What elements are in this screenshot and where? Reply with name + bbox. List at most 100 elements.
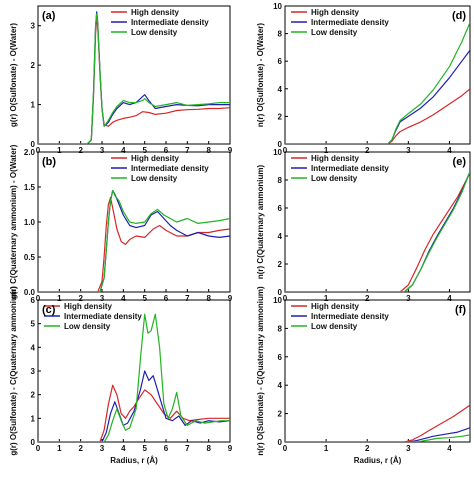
x-tick-label-a: 7: [185, 146, 190, 155]
legend-label-low-a: Low density: [131, 28, 178, 37]
y-tick-label-e: 4: [278, 232, 283, 241]
panel-d: 0 1 2 3 4 0 2 4 6 8 10 n(r) O(Sulfonate) - O(Water)…: [256, 2, 471, 155]
x-tick-label-c: 0: [36, 444, 41, 453]
legend-label-low-c: Low density: [64, 322, 111, 331]
x-tick-label-d: 1: [324, 146, 329, 155]
panel-label-e: (e): [453, 156, 467, 168]
y-tick-label-a: 1: [31, 101, 36, 110]
y-axis-label-d: n(r) O(Sulfonate) - O(Water): [256, 23, 265, 127]
y-tick-label-f: 10: [273, 296, 282, 305]
series-line-low-e: [285, 171, 470, 292]
y-tick-label-e: 8: [278, 176, 283, 185]
y-tick-label-f: 8: [278, 324, 283, 333]
plot-frame-a: [37, 5, 231, 145]
panel-label-c: (c): [42, 304, 56, 316]
y-tick-label-b: 1.0: [24, 218, 36, 227]
x-axis-label-f: Radius, r (Å): [354, 456, 402, 465]
y-tick-label-b: 0.0: [24, 288, 36, 297]
y-tick-label-c: 3: [31, 367, 36, 376]
legend-label-low-d: Low density: [311, 28, 358, 37]
y-tick-label-c: 0: [31, 438, 36, 447]
legend-label-intermediate-a: Intermediate density: [131, 18, 209, 27]
y-tick-label-d: 0: [278, 140, 283, 149]
legend-label-low-b: Low density: [131, 174, 178, 183]
series-line-low-d: [285, 22, 470, 144]
x-tick-label-b: 1: [57, 294, 62, 303]
legend-label-high-c: High density: [64, 302, 113, 311]
y-tick-label-e: 2: [278, 260, 283, 269]
y-tick-label-e: 10: [273, 148, 282, 157]
x-tick-label-a: 5: [142, 146, 147, 155]
legend-label-intermediate-d: Intermediate density: [311, 18, 389, 27]
legend-label-intermediate-b: Intermediate density: [131, 164, 209, 173]
y-axis-label-a: g(r) O(Sulfonate) - O(Water): [9, 23, 18, 127]
y-tick-label-b: 1.5: [24, 183, 36, 192]
legend-label-low-e: Low density: [311, 174, 358, 183]
y-tick-label-d: 4: [278, 85, 283, 94]
x-tick-label-b: 5: [142, 294, 147, 303]
y-tick-label-d: 2: [278, 112, 283, 121]
x-tick-label-d: 2: [365, 146, 370, 155]
legend-label-high-e: High density: [311, 154, 360, 163]
panels: 0 1 2 3 4 5 6 7 8 9 0 1 2 3 g(r) O(Sulfonate) - O(Wate…: [9, 2, 471, 465]
y-tick-label-d: 8: [278, 30, 283, 39]
x-tick-label-c: 5: [142, 444, 147, 453]
legend-label-intermediate-e: Intermediate density: [311, 164, 389, 173]
y-tick-label-e: 6: [278, 204, 283, 213]
y-axis-label-c: g(r) O(Sulfonate) - C(Quaternary ammoniu…: [9, 286, 18, 456]
x-tick-label-d: 3: [406, 146, 411, 155]
series-line-high-d: [285, 88, 470, 144]
y-axis-label-f: n(r) O(Sulfonate) - C(Quaternary ammoniu…: [256, 286, 265, 456]
x-tick-label-e: 2: [365, 294, 370, 303]
legend-label-high-a: High density: [131, 8, 180, 17]
x-tick-label-a: 1: [57, 146, 62, 155]
x-tick-label-d: 0: [283, 146, 288, 155]
x-tick-label-b: 2: [78, 294, 83, 303]
x-tick-label-b: 4: [121, 294, 126, 303]
x-tick-label-a: 0: [36, 146, 41, 155]
x-tick-label-c: 7: [185, 444, 190, 453]
y-tick-label-a: 2: [31, 61, 36, 70]
y-tick-label-c: 2: [31, 391, 36, 400]
x-tick-label-b: 7: [185, 294, 190, 303]
series-line-intermediate-c: [38, 370, 230, 442]
panel-a: 0 1 2 3 4 5 6 7 8 9 0 1 2 3 g(r) O(Sulfonate) - O(Wate…: [9, 5, 233, 155]
y-tick-label-c: 6: [31, 296, 36, 305]
x-tick-label-c: 9: [228, 444, 233, 453]
legend-label-high-b: High density: [131, 154, 180, 163]
y-tick-label-a: 3: [31, 22, 36, 31]
series-line-high-e: [285, 172, 470, 292]
x-tick-label-b: 3: [100, 294, 105, 303]
x-tick-label-f: 0: [283, 444, 288, 453]
legend-label-low-f: Low density: [311, 322, 358, 331]
panel-b: 0 1 2 3 4 5 6 7 8 9 0.0 0.5 1.0 1.5 2.0 g(r) C(Quaterna…: [9, 144, 233, 303]
series-line-low-a: [38, 13, 230, 144]
x-tick-label-b: 9: [228, 294, 233, 303]
y-tick-label-f: 0: [278, 438, 283, 447]
y-tick-label-f: 4: [278, 381, 283, 390]
x-tick-label-b: 8: [206, 294, 211, 303]
x-tick-label-a: 9: [228, 146, 233, 155]
y-tick-label-b: 0.5: [24, 253, 36, 262]
legend-label-intermediate-c: Intermediate density: [64, 312, 142, 321]
x-tick-label-f: 3: [406, 444, 411, 453]
x-tick-label-a: 8: [206, 146, 211, 155]
series-line-low-b: [38, 189, 230, 292]
x-tick-label-f: 1: [324, 444, 329, 453]
y-tick-label-d: 6: [278, 57, 283, 66]
legend-label-intermediate-f: Intermediate density: [311, 312, 389, 321]
panel-label-f: (f): [455, 304, 466, 316]
y-tick-label-f: 6: [278, 353, 283, 362]
panel-label-b: (b): [42, 156, 56, 168]
y-axis-label-e: n(r) C(Quaternary ammonium): [256, 165, 265, 280]
x-tick-label-d: 4: [447, 146, 452, 155]
legend-label-high-d: High density: [311, 8, 360, 17]
x-tick-label-e: 4: [447, 294, 452, 303]
series-line-low-f: [285, 434, 470, 442]
x-axis-label-c: Radius, r (Å): [110, 456, 158, 465]
x-tick-label-a: 4: [121, 146, 126, 155]
